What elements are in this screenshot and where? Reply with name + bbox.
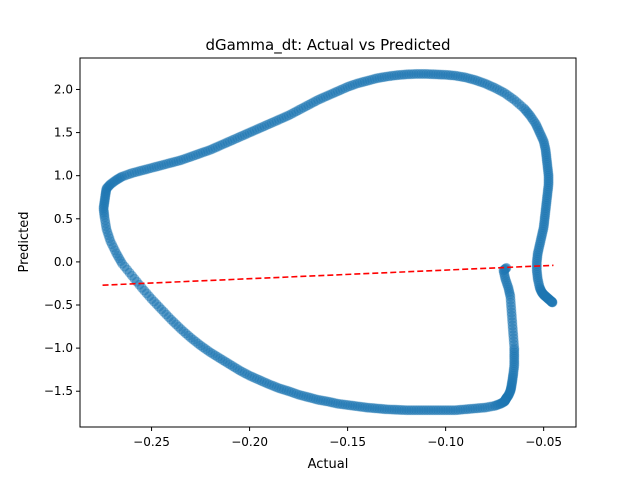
axis-ticks: −0.25 −0.20 −0.15 −0.10 −0.05 −1.5 −1.0 −0.5 0.0… <box>44 82 562 449</box>
y-tick-label: −1.0 <box>44 341 73 355</box>
y-tick-label: 0.5 <box>54 212 73 226</box>
plot-area <box>98 68 558 416</box>
y-tick-label: 2.0 <box>54 82 73 96</box>
x-tick-label: −0.05 <box>525 435 562 449</box>
chart-title: dGamma_dt: Actual vs Predicted <box>205 36 450 55</box>
scatter-point <box>547 297 558 308</box>
y-tick-label: 1.5 <box>54 126 73 140</box>
x-tick-label: −0.25 <box>133 435 170 449</box>
y-tick-label: −0.5 <box>44 298 73 312</box>
y-tick-label: 1.0 <box>54 169 73 183</box>
reference-line <box>102 264 554 286</box>
axes-frame <box>79 57 577 428</box>
y-axis-label: Predicted <box>17 211 32 272</box>
x-tick-label: −0.15 <box>329 435 366 449</box>
x-tick-label: −0.10 <box>427 435 464 449</box>
x-axis-label: Actual <box>308 457 349 472</box>
y-tick-label: 0.0 <box>54 255 73 269</box>
x-tick-label: −0.20 <box>231 435 268 449</box>
y-tick-label: −1.5 <box>44 384 73 398</box>
